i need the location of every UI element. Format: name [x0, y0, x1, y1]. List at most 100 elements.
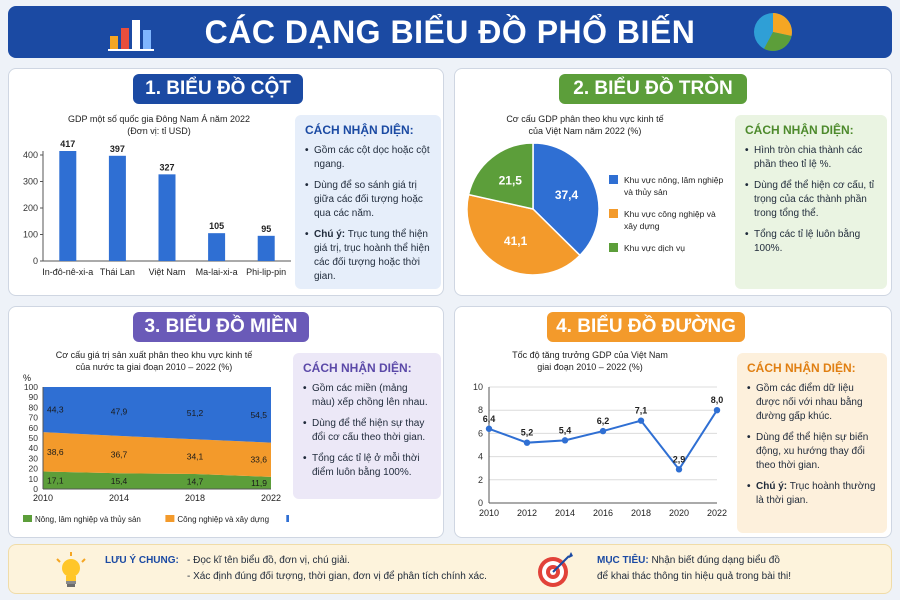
area-data-label: 51,2: [187, 408, 204, 418]
line-x-tick-label: 2010: [479, 508, 499, 518]
pie-identify-title: CÁCH NHẬN DIỆN:: [745, 123, 854, 137]
pie-legend-swatch: [609, 209, 618, 218]
line-data-label: 7,1: [635, 406, 648, 416]
bar-identify-note: Chú ý: Trục tung thể hiện giá trị, trục …: [305, 228, 431, 284]
area-panel-title: 3. BIỂU ĐỒ MIỀN: [133, 312, 309, 342]
line-point-3: [599, 427, 607, 435]
area-y-tick-label: 80: [29, 402, 39, 412]
line-identify-box: CÁCH NHẬN DIỆN: Gồm các điểm dữ liệu đượ…: [737, 353, 887, 533]
area-data-label: 33,6: [250, 455, 267, 465]
line-x-tick-label: 2014: [555, 508, 575, 518]
area-legend-label: Nông, lâm nghiệp và thủy sản: [35, 515, 141, 524]
line-data-label: 2,9: [673, 454, 686, 464]
area-y-tick-label: 60: [29, 423, 39, 433]
pie-identify-box: CÁCH NHẬN DIỆN: Hình tròn chia thành các…: [735, 115, 887, 289]
area-chart-title: Cơ cấu giá trị sản xuất phân theo khu vự…: [55, 350, 253, 372]
pie-chart-icon: [754, 13, 792, 52]
bar-panel-title: 1. BIỂU ĐỒ CỘT: [133, 74, 303, 104]
bar-1: [108, 155, 126, 261]
bar-identify-item: Dùng để so sánh giá trị giữa các đối tượ…: [305, 179, 431, 221]
area-series-1: [43, 432, 271, 477]
area-chart: % 17,1 15,4 14,7 11,9 38,6 36,7 34,1 33,6 44,3 47,…: [23, 373, 289, 524]
bar-data-label: 105: [209, 221, 224, 231]
footer-note-line: - Đọc kĩ tên biểu đồ, đơn vị, chú giải.: [187, 555, 350, 566]
area-y-tick-label: 10: [29, 474, 39, 484]
bar-chart-title: GDP một số quốc gia Đông Nam Á năm 2022 …: [68, 114, 250, 136]
line-y-tick-label: 0: [478, 498, 483, 508]
bar-data-label: 95: [261, 224, 271, 234]
area-y-tick-label: 20: [29, 464, 39, 474]
pie-slice-0: [532, 142, 600, 257]
area-data-label: 11,9: [251, 478, 267, 488]
area-identify-item: Gồm các miền (mảng màu) xếp chồng lên nh…: [303, 382, 431, 410]
area-x-tick-label: 2010: [33, 493, 53, 503]
area-legend-label: Công nghiệp và xây dựng: [177, 515, 269, 524]
area-identify-item: Dùng để thể hiện sự thay đổi cơ cấu theo…: [303, 417, 431, 445]
area-legend-swatch: [165, 515, 175, 522]
bar-y-tick-label: 100: [23, 230, 38, 240]
pie-slice-1: [466, 193, 582, 276]
line-chart: 0 2 4 6 8 10 6,4 2010 5,2 2012 5,4 2014 6,2 2016 7,1 20…: [473, 382, 727, 518]
line-identify-item: Dùng để thể hiện sự biến động, xu hướng …: [747, 431, 877, 473]
area-y-axis-label: %: [23, 373, 31, 383]
area-identify-box: CÁCH NHẬN DIỆN: Gồm các miền (mảng màu) …: [293, 353, 441, 499]
area-legend-swatch: [23, 515, 32, 522]
bar-chart-panel: 1. BIỂU ĐỒ CỘT GDP một số quốc gia Đông …: [8, 68, 444, 296]
line-point-1: [523, 439, 531, 446]
area-data-label: 38,6: [47, 447, 64, 457]
area-identify-title: CÁCH NHẬN DIỆN:: [303, 361, 412, 375]
area-data-label: 34,1: [187, 452, 204, 462]
area-x-tick-label: 2014: [109, 493, 129, 503]
bar-identify-title: CÁCH NHẬN DIỆN:: [305, 123, 414, 137]
footer-banner: LƯU Ý CHUNG: - Đọc kĩ tên biểu đồ, đơn v…: [8, 544, 892, 594]
page-title: CÁC DẠNG BIỂU ĐỒ PHỔ BIẾN: [204, 14, 696, 50]
line-x-tick-label: 2020: [669, 508, 689, 518]
pie-identify-item: Hình tròn chia thành các phần theo tỉ lệ…: [745, 144, 877, 172]
line-y-tick-label: 8: [478, 405, 483, 415]
line-x-tick-label: 2012: [517, 508, 537, 518]
bar-0: [59, 151, 77, 261]
line-data-label: 5,4: [559, 425, 572, 435]
line-identify-note: Chú ý: Trục hoành thường là thời gian.: [747, 480, 877, 508]
bar-category-label: Thái Lan: [100, 267, 135, 277]
footer-note-line: - Xác định đúng đối tượng, thời gian, đơ…: [187, 571, 487, 582]
area-x-tick-label: 2018: [185, 493, 205, 503]
footer-note-label: LƯU Ý CHUNG:: [105, 555, 179, 566]
bar-category-label: In-đô-nê-xi-a: [42, 267, 93, 277]
bar-identify-item: Gồm các cột dọc hoặc cột ngang.: [305, 144, 431, 172]
line-y-tick-label: 10: [473, 382, 483, 392]
line-point-5: [675, 466, 683, 473]
line-x-tick-label: 2018: [631, 508, 651, 518]
area-identify-item: Tổng các tỉ lệ ở mỗi thời điểm luôn bằng…: [303, 452, 431, 480]
line-y-tick-label: 4: [478, 452, 483, 462]
bar-chart: 0 100 200 300 400 417 In-đô-nê-xi-a 397 Thái Lan…: [23, 139, 291, 277]
pie-legend-swatch: [609, 175, 618, 184]
area-y-tick-label: 30: [29, 453, 39, 463]
pie-slice-label: 21,5: [499, 174, 523, 188]
footer-goal-line: MỤC TIÊU: Nhận biết đúng dạng biểu đồ: [597, 555, 780, 566]
bar-y-tick-label: 300: [23, 177, 38, 187]
bar-y-tick-label: 0: [33, 256, 38, 266]
pie-chart-panel: 2. BIỂU ĐỒ TRÒN Cơ cấu GDP phân theo khu…: [454, 68, 892, 296]
line-identify-title: CÁCH NHẬN DIỆN:: [747, 361, 856, 375]
area-data-label: 44,3: [47, 405, 64, 415]
pie-legend-label: Khu vực dịch vụ: [624, 243, 685, 253]
line-point-2: [561, 437, 569, 444]
pie-identify-item: Tổng các tỉ lệ luôn bằng 100%.: [745, 228, 877, 256]
line-data-label: 6,4: [483, 414, 496, 424]
bar-chart-icon: [108, 20, 154, 51]
area-series-2: [43, 387, 271, 443]
area-data-label: 54,5: [250, 410, 267, 420]
area-data-label: 14,7: [187, 477, 204, 487]
bar-y-tick-label: 200: [23, 203, 38, 213]
pie-panel-title: 2. BIỂU ĐỒ TRÒN: [559, 74, 747, 104]
bar-4: [257, 235, 275, 261]
line-point-0: [485, 425, 493, 432]
bar-category-label: Việt Nam: [149, 267, 186, 277]
bar-y-tick-label: 400: [23, 150, 38, 160]
area-y-tick-label: 70: [29, 413, 39, 423]
bar-category-label: Phi-lip-pin: [246, 267, 286, 277]
bar-data-label: 417: [60, 139, 75, 149]
area-y-tick-label: 90: [29, 392, 39, 402]
area-y-tick-label: 50: [29, 433, 39, 443]
